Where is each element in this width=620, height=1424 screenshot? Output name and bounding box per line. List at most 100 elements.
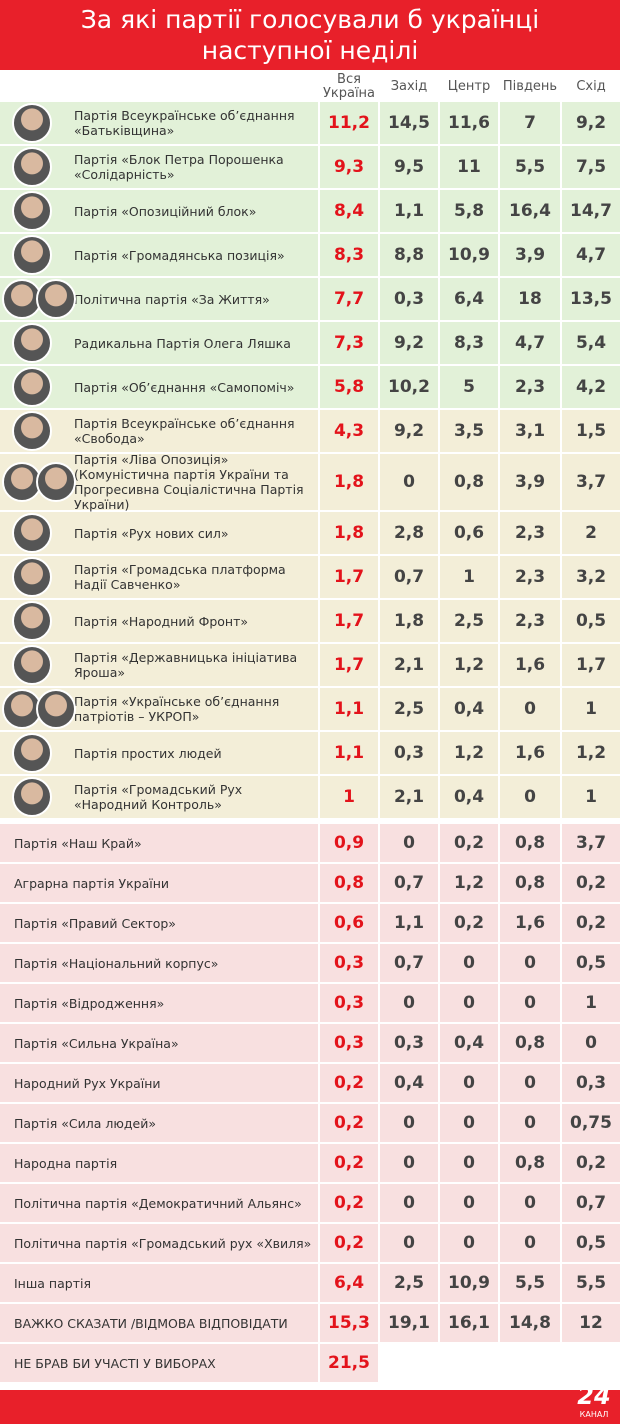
- value-cell: 2,1: [380, 776, 438, 818]
- party-name: Партія «Громадський Рух «Народний Контро…: [0, 776, 318, 818]
- value-cell: 0,3: [320, 984, 378, 1022]
- value-cell: 14,5: [380, 102, 438, 144]
- value-cell: 0: [380, 1104, 438, 1142]
- value-cell: 5,8: [440, 190, 498, 232]
- portrait: [12, 557, 52, 597]
- value-cell: 10,9: [440, 1264, 498, 1302]
- value-cell: 9,2: [380, 410, 438, 452]
- value-cell: 0: [440, 984, 498, 1022]
- value-cell: 0,2: [320, 1184, 378, 1222]
- value-cell: 0,4: [440, 1024, 498, 1062]
- value-cell: 4,7: [500, 322, 560, 364]
- value-cell: 0,8: [500, 864, 560, 902]
- value-cell: 0,5: [562, 944, 620, 982]
- value-cell: 9,2: [562, 102, 620, 144]
- value-cell: 0,6: [320, 904, 378, 942]
- value-cell: 15,3: [320, 1304, 378, 1342]
- value-cell: 0,5: [562, 600, 620, 642]
- party-name: Партія «Наш Край»: [0, 824, 318, 862]
- value-cell: 2,3: [500, 556, 560, 598]
- portrait: [12, 411, 52, 451]
- party-name: Політична партія «Громадський рух «Хвиля…: [0, 1224, 318, 1262]
- party-name: Партія «Сила людей»: [0, 1104, 318, 1142]
- portrait: [12, 235, 52, 275]
- party-name: Партія «Громадянська позиція»: [0, 234, 318, 276]
- value-cell: 0,6: [440, 512, 498, 554]
- value-cell: 1,8: [380, 600, 438, 642]
- party-name: Партія «Сильна Україна»: [0, 1024, 318, 1062]
- value-cell: 0,3: [320, 1024, 378, 1062]
- value-cell: 0: [440, 1184, 498, 1222]
- party-name: Партія «Рух нових сил»: [0, 512, 318, 554]
- value-cell: 1,7: [320, 600, 378, 642]
- party-name: Партія «Національний корпус»: [0, 944, 318, 982]
- value-cell: 0: [440, 1064, 498, 1102]
- value-cell: 0: [440, 1104, 498, 1142]
- party-name: Радикальна Партія Олега Ляшка: [0, 322, 318, 364]
- value-cell: 0,8: [320, 864, 378, 902]
- value-cell: 0: [440, 1224, 498, 1262]
- value-cell: 12: [562, 1304, 620, 1342]
- value-cell: 0: [500, 984, 560, 1022]
- value-cell: 9,3: [320, 146, 378, 188]
- value-cell: 11,6: [440, 102, 498, 144]
- party-name: Партія «Блок Петра Порошенка «Солідарніс…: [0, 146, 318, 188]
- value-cell: 5,5: [562, 1264, 620, 1302]
- value-cell: 0: [380, 454, 438, 510]
- value-cell: 0,2: [320, 1104, 378, 1142]
- value-cell: 8,3: [320, 234, 378, 276]
- party-name: Партія «Опозиційний блок»: [0, 190, 318, 232]
- party-name: Партія «Відродження»: [0, 984, 318, 1022]
- value-cell: 2,1: [380, 644, 438, 686]
- party-name: Партія Всеукраїнське об’єднання «Батьків…: [0, 102, 318, 144]
- value-cell: 2,5: [380, 688, 438, 730]
- value-cell: 0,2: [320, 1064, 378, 1102]
- value-cell: 0,3: [320, 944, 378, 982]
- value-cell: 1,8: [320, 454, 378, 510]
- value-cell: 3,7: [562, 454, 620, 510]
- value-cell: 1,2: [562, 732, 620, 774]
- portrait: [12, 147, 52, 187]
- value-cell: 0,3: [380, 1024, 438, 1062]
- value-cell: 0,3: [380, 732, 438, 774]
- value-cell: 0,2: [320, 1144, 378, 1182]
- value-cell: 0,7: [562, 1184, 620, 1222]
- value-cell: 0,2: [320, 1224, 378, 1262]
- value-cell: 1,1: [380, 190, 438, 232]
- value-cell: 1,7: [562, 644, 620, 686]
- value-cell: 1: [440, 556, 498, 598]
- value-cell: 0: [380, 984, 438, 1022]
- value-cell: 14,8: [500, 1304, 560, 1342]
- value-cell: 0,8: [500, 824, 560, 862]
- portrait: [12, 323, 52, 363]
- value-cell: 6,4: [440, 278, 498, 320]
- value-cell: 1,7: [320, 556, 378, 598]
- portrait: [12, 733, 52, 773]
- party-name: Інша партія: [0, 1264, 318, 1302]
- value-cell: 8,4: [320, 190, 378, 232]
- party-name: НЕ БРАВ БИ УЧАСТІ У ВИБОРАХ: [0, 1344, 318, 1382]
- column-header: Вся Україна: [322, 72, 376, 101]
- value-cell: 0,4: [380, 1064, 438, 1102]
- value-cell: 0,8: [500, 1144, 560, 1182]
- value-cell: 7: [500, 102, 560, 144]
- value-cell: 5,5: [500, 146, 560, 188]
- value-cell: 13,5: [562, 278, 620, 320]
- value-cell: 19,1: [380, 1304, 438, 1342]
- value-cell: 1,6: [500, 904, 560, 942]
- value-cell: 0: [500, 776, 560, 818]
- party-name: Партія «Державницька ініціатива Яроша»: [0, 644, 318, 686]
- value-cell: 5: [440, 366, 498, 408]
- value-cell: 3,2: [562, 556, 620, 598]
- value-cell: 0,2: [562, 864, 620, 902]
- value-cell: 11: [440, 146, 498, 188]
- value-cell: 5,4: [562, 322, 620, 364]
- value-cell: 9,2: [380, 322, 438, 364]
- title: За які партії голосували б українці наст…: [0, 0, 620, 70]
- value-cell: 0,4: [440, 688, 498, 730]
- value-cell: 1,2: [440, 732, 498, 774]
- value-cell: 2,5: [440, 600, 498, 642]
- logo-number: 24: [577, 1382, 611, 1410]
- value-cell: 18: [500, 278, 560, 320]
- value-cell: 8,8: [380, 234, 438, 276]
